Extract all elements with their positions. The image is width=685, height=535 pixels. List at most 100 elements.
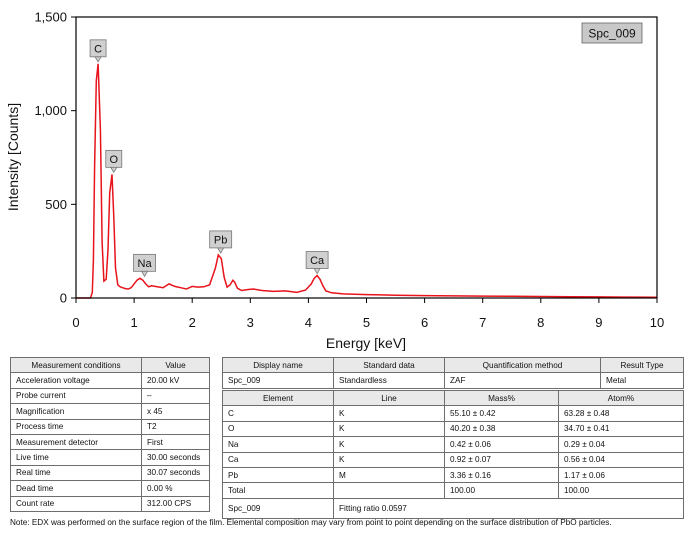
measurement-condition-label: Magnification xyxy=(10,403,142,420)
x-tick-label: 5 xyxy=(363,315,370,330)
measurement-header-conditions: Measurement conditions xyxy=(10,356,142,374)
element-cell: Pb xyxy=(222,466,334,484)
measurement-condition-value: 20.00 kV xyxy=(141,372,210,389)
measurement-condition-value: 30.00 seconds xyxy=(141,449,210,466)
measurement-condition-label: Dead time xyxy=(10,480,142,497)
measurement-row: Live time 30.00 seconds xyxy=(10,449,210,466)
peak-label-na: Na xyxy=(133,253,156,278)
measurement-condition-label: Live time xyxy=(10,449,142,466)
y-tick-label: 1,500 xyxy=(34,10,67,25)
peak-label-text: Na xyxy=(138,258,153,270)
measurement-condition-label: Process time xyxy=(10,418,142,435)
x-axis-ticks: 0 1 2 3 4 5 6 7 8 9 10 xyxy=(72,298,664,330)
measurement-row: Probe current – xyxy=(10,387,210,405)
peak-label-pb: Pb xyxy=(209,230,233,254)
atom-percent-cell: 0.29 ± 0.04 xyxy=(558,436,684,453)
measurement-row: Process time T2 xyxy=(10,418,210,435)
peak-label-text: Ca xyxy=(310,255,325,267)
measurement-row: Measurement detector First xyxy=(10,433,210,451)
x-tick-label: 2 xyxy=(189,315,196,330)
info-header-result-type: Result Type xyxy=(600,356,684,374)
composition-total-row: Total 100.00 100.00 xyxy=(222,482,684,499)
element-cell: Na xyxy=(222,436,334,453)
footnote: Note: EDX was performed on the surface r… xyxy=(10,518,612,527)
spectrum-line xyxy=(76,63,658,299)
composition-row: O K 40.20 ± 0.38 34.70 ± 0.41 xyxy=(222,420,684,438)
info-display-name: Spc_009 xyxy=(222,372,334,389)
y-tick-label: 1,000 xyxy=(34,103,67,118)
measurement-condition-value: 0.00 % xyxy=(141,480,210,497)
composition-footer-row: Spc_009 Fitting ratio 0.0597 xyxy=(222,497,684,519)
info-standard-data: Standardless xyxy=(333,372,445,389)
measurement-condition-value: – xyxy=(141,387,210,405)
mass-percent-cell: 0.42 ± 0.06 xyxy=(444,436,559,453)
peak-label-c: C xyxy=(89,39,107,63)
measurement-condition-value: 30.07 seconds xyxy=(141,464,210,482)
total-mass: 100.00 xyxy=(444,482,559,499)
x-tick-label: 9 xyxy=(595,315,602,330)
info-row: Spc_009 Standardless ZAF Metal xyxy=(222,372,684,389)
composition-header-line: Line xyxy=(333,389,445,407)
peak-label-pointer xyxy=(313,268,321,275)
composition-row: Pb M 3.36 ± 0.16 1.17 ± 0.06 xyxy=(222,466,684,484)
mass-percent-cell: 3.36 ± 0.16 xyxy=(444,466,559,484)
plot-frame xyxy=(75,16,658,299)
x-tick-label: 0 xyxy=(72,315,79,330)
x-tick-label: 8 xyxy=(537,315,544,330)
info-result-type: Metal xyxy=(600,372,684,389)
spectrum-name-badge: Spc_009 xyxy=(581,22,643,44)
measurement-conditions-table: Measurement conditions Value Acceleratio… xyxy=(10,356,210,512)
line-cell: K xyxy=(333,451,445,468)
composition-header-element: Element xyxy=(222,389,334,407)
total-label: Total xyxy=(222,482,334,499)
line-cell: M xyxy=(333,466,445,484)
y-tick-label: 0 xyxy=(60,291,67,306)
peak-labels: C O Na Pb Ca xyxy=(89,39,329,278)
measurement-row: Magnification x 45 xyxy=(10,403,210,420)
mass-percent-cell: 0.92 ± 0.07 xyxy=(444,451,559,468)
y-tick-label: 500 xyxy=(45,197,67,212)
x-tick-label: 3 xyxy=(247,315,254,330)
x-tick-label: 1 xyxy=(130,315,137,330)
measurement-condition-label: Measurement detector xyxy=(10,433,142,451)
peak-label-o: O xyxy=(105,149,123,174)
line-cell: K xyxy=(333,436,445,453)
measurement-condition-value: 312.00 CPS xyxy=(141,495,210,512)
measurement-condition-value: T2 xyxy=(141,418,210,435)
peak-label-pointer xyxy=(216,247,225,254)
spectrum-info-table: Display name Standard data Quantificatio… xyxy=(222,356,684,389)
composition-header-row: Element Line Mass% Atom% xyxy=(222,389,684,407)
mass-percent-cell: 40.20 ± 0.38 xyxy=(444,420,559,438)
atom-percent-cell: 63.28 ± 0.48 xyxy=(558,405,684,422)
composition-row: Ca K 0.92 ± 0.07 0.56 ± 0.04 xyxy=(222,451,684,468)
x-tick-label: 6 xyxy=(421,315,428,330)
element-cell: Ca xyxy=(222,451,334,468)
measurement-row: Acceleration voltage 20.00 kV xyxy=(10,372,210,389)
measurement-condition-label: Real time xyxy=(10,464,142,482)
total-atom: 100.00 xyxy=(558,482,684,499)
measurement-condition-value: x 45 xyxy=(141,403,210,420)
peak-label-pointer xyxy=(94,56,102,63)
line-cell: K xyxy=(333,420,445,438)
fitting-ratio: Fitting ratio 0.0597 xyxy=(333,497,684,519)
measurement-condition-label: Count rate xyxy=(10,495,142,512)
measurement-condition-value: First xyxy=(141,433,210,451)
measurement-header-row: Measurement conditions Value xyxy=(10,356,210,374)
measurement-row: Dead time 0.00 % xyxy=(10,480,210,497)
peak-label-ca: Ca xyxy=(305,251,329,275)
x-tick-label: 7 xyxy=(479,315,486,330)
atom-percent-cell: 1.17 ± 0.06 xyxy=(558,466,684,484)
y-axis-ticks: 0 500 1,000 1,500 xyxy=(34,10,76,306)
atom-percent-cell: 0.56 ± 0.04 xyxy=(558,451,684,468)
mass-percent-cell: 55.10 ± 0.42 xyxy=(444,405,559,422)
peak-label-text: O xyxy=(109,154,118,166)
info-header-display-name: Display name xyxy=(222,356,334,374)
total-line xyxy=(333,482,445,499)
peak-label-text: C xyxy=(94,43,102,55)
composition-table: Element Line Mass% Atom% C K 55.10 ± 0.42 6… xyxy=(222,389,684,519)
composition-header-atom: Atom% xyxy=(558,389,684,407)
measurement-header-value: Value xyxy=(141,356,210,374)
x-tick-label: 4 xyxy=(305,315,312,330)
info-quant-method: ZAF xyxy=(444,372,601,389)
peak-label-pointer xyxy=(110,166,118,174)
